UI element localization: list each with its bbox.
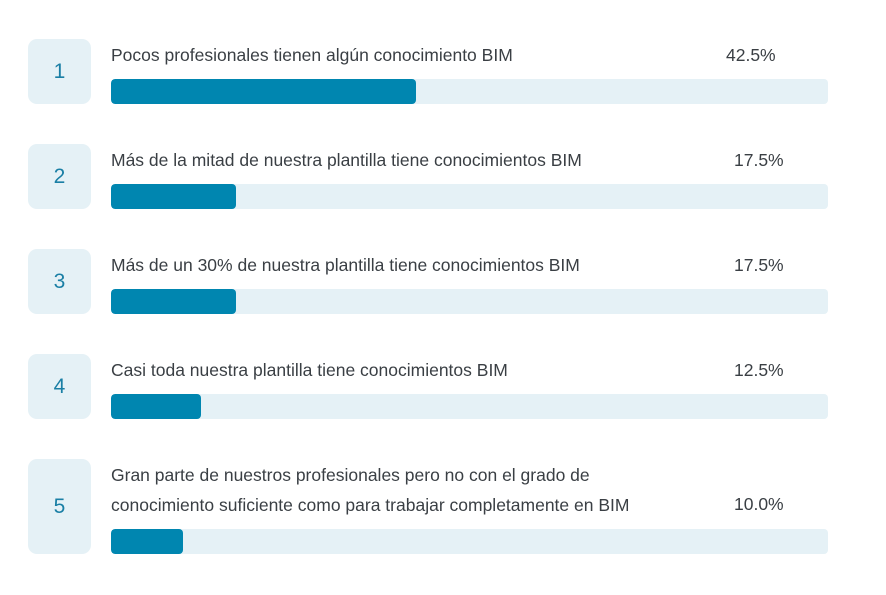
option-label: Gran parte de nuestros profesionales per… [111, 465, 630, 515]
bar-track [111, 529, 828, 554]
option-percent: 17.5% [734, 150, 784, 170]
bar-fill [111, 184, 237, 209]
bar-fill [111, 289, 237, 314]
bar-track [111, 184, 828, 209]
bar-track [111, 289, 828, 314]
bar-fill [111, 79, 416, 104]
option-label: Más de un 30% de nuestra plantilla tiene… [111, 255, 580, 275]
option-percent: 42.5% [726, 45, 776, 65]
option-number: 2 [53, 164, 66, 188]
option-label: Pocos profesionales tienen algún conocim… [111, 45, 513, 65]
option-number: 5 [53, 494, 66, 518]
option-percent: 17.5% [734, 255, 784, 275]
option-label: Casi toda nuestra plantilla tiene conoci… [111, 360, 508, 380]
option-number-badge: 5 [28, 459, 91, 554]
option-number: 3 [53, 269, 66, 293]
option-number-badge: 3 [28, 249, 91, 314]
option-number-badge: 1 [28, 39, 91, 104]
option-number: 4 [53, 374, 66, 398]
bar-track [111, 394, 828, 419]
bar-fill [111, 394, 201, 419]
option-label: Más de la mitad de nuestra plantilla tie… [111, 150, 582, 170]
bar-track [111, 79, 828, 104]
option-percent: 12.5% [734, 360, 784, 380]
option-number-badge: 2 [28, 144, 91, 209]
option-number: 1 [53, 59, 66, 83]
bar-fill [111, 529, 183, 554]
option-number-badge: 4 [28, 354, 91, 419]
option-percent: 10.0% [734, 494, 784, 514]
